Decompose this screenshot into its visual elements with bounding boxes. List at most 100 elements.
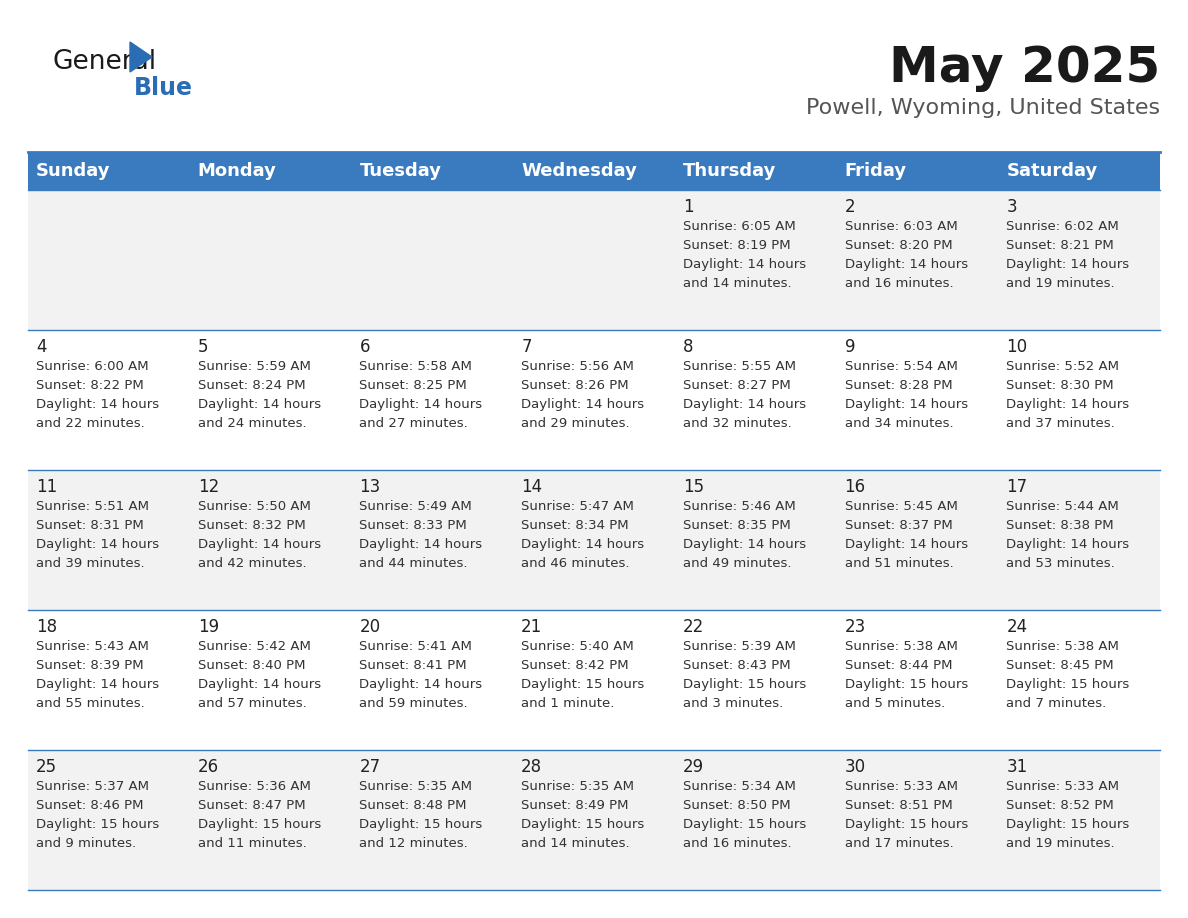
Text: Sunrise: 5:44 AM: Sunrise: 5:44 AM xyxy=(1006,500,1119,513)
Bar xyxy=(675,750,836,890)
Text: 13: 13 xyxy=(360,478,380,496)
Text: Sunrise: 5:45 AM: Sunrise: 5:45 AM xyxy=(845,500,958,513)
Text: 27: 27 xyxy=(360,758,380,776)
Bar xyxy=(29,750,190,890)
Text: Sunrise: 5:37 AM: Sunrise: 5:37 AM xyxy=(36,780,148,793)
Text: Sunrise: 5:39 AM: Sunrise: 5:39 AM xyxy=(683,640,796,653)
Text: and 49 minutes.: and 49 minutes. xyxy=(683,557,791,570)
Text: Daylight: 15 hours: Daylight: 15 hours xyxy=(845,818,968,831)
Text: and 9 minutes.: and 9 minutes. xyxy=(36,837,137,850)
Text: and 19 minutes.: and 19 minutes. xyxy=(1006,837,1114,850)
Text: Sunrise: 6:03 AM: Sunrise: 6:03 AM xyxy=(845,220,958,233)
Text: Sunrise: 5:36 AM: Sunrise: 5:36 AM xyxy=(197,780,310,793)
Text: Sunrise: 5:58 AM: Sunrise: 5:58 AM xyxy=(360,360,473,373)
Text: Sunrise: 5:52 AM: Sunrise: 5:52 AM xyxy=(1006,360,1119,373)
Text: Daylight: 14 hours: Daylight: 14 hours xyxy=(522,398,644,411)
Text: Sunset: 8:47 PM: Sunset: 8:47 PM xyxy=(197,799,305,812)
Text: Sunset: 8:24 PM: Sunset: 8:24 PM xyxy=(197,379,305,392)
Bar xyxy=(998,190,1159,330)
Text: Sunset: 8:21 PM: Sunset: 8:21 PM xyxy=(1006,239,1114,252)
Bar xyxy=(675,330,836,470)
Text: Daylight: 14 hours: Daylight: 14 hours xyxy=(1006,398,1130,411)
Text: Sunset: 8:25 PM: Sunset: 8:25 PM xyxy=(360,379,467,392)
Text: Sunset: 8:51 PM: Sunset: 8:51 PM xyxy=(845,799,953,812)
Text: Daylight: 14 hours: Daylight: 14 hours xyxy=(360,398,482,411)
Text: Daylight: 14 hours: Daylight: 14 hours xyxy=(1006,538,1130,551)
Text: Sunrise: 5:42 AM: Sunrise: 5:42 AM xyxy=(197,640,310,653)
Bar xyxy=(836,610,998,750)
Bar xyxy=(190,750,352,890)
Text: Wednesday: Wednesday xyxy=(522,162,637,180)
Text: 3: 3 xyxy=(1006,198,1017,216)
Text: Sunrise: 5:40 AM: Sunrise: 5:40 AM xyxy=(522,640,634,653)
Text: and 24 minutes.: and 24 minutes. xyxy=(197,417,307,430)
Text: and 59 minutes.: and 59 minutes. xyxy=(360,697,468,710)
Bar xyxy=(836,190,998,330)
Text: Daylight: 14 hours: Daylight: 14 hours xyxy=(36,538,159,551)
Text: Sunrise: 5:51 AM: Sunrise: 5:51 AM xyxy=(36,500,148,513)
Polygon shape xyxy=(129,42,152,72)
Text: Daylight: 14 hours: Daylight: 14 hours xyxy=(197,398,321,411)
Text: Sunset: 8:42 PM: Sunset: 8:42 PM xyxy=(522,659,628,672)
Text: Sunset: 8:41 PM: Sunset: 8:41 PM xyxy=(360,659,467,672)
Text: Sunset: 8:30 PM: Sunset: 8:30 PM xyxy=(1006,379,1114,392)
Text: Daylight: 15 hours: Daylight: 15 hours xyxy=(197,818,321,831)
Text: and 1 minute.: and 1 minute. xyxy=(522,697,614,710)
Text: Daylight: 14 hours: Daylight: 14 hours xyxy=(683,258,805,271)
Text: 16: 16 xyxy=(845,478,866,496)
Text: Daylight: 14 hours: Daylight: 14 hours xyxy=(1006,258,1130,271)
Bar xyxy=(190,470,352,610)
Bar xyxy=(29,610,190,750)
Text: Daylight: 14 hours: Daylight: 14 hours xyxy=(360,538,482,551)
Text: Daylight: 14 hours: Daylight: 14 hours xyxy=(845,258,968,271)
Text: Sunrise: 5:41 AM: Sunrise: 5:41 AM xyxy=(360,640,473,653)
Text: and 3 minutes.: and 3 minutes. xyxy=(683,697,783,710)
Bar xyxy=(29,190,190,330)
Text: and 22 minutes.: and 22 minutes. xyxy=(36,417,145,430)
Text: 23: 23 xyxy=(845,618,866,636)
Text: Daylight: 14 hours: Daylight: 14 hours xyxy=(36,398,159,411)
Text: Daylight: 14 hours: Daylight: 14 hours xyxy=(683,398,805,411)
Text: 9: 9 xyxy=(845,338,855,356)
Text: Sunset: 8:39 PM: Sunset: 8:39 PM xyxy=(36,659,144,672)
Text: and 57 minutes.: and 57 minutes. xyxy=(197,697,307,710)
Text: Sunset: 8:33 PM: Sunset: 8:33 PM xyxy=(360,519,467,532)
Text: Daylight: 14 hours: Daylight: 14 hours xyxy=(197,678,321,691)
Bar xyxy=(352,190,513,330)
Text: and 16 minutes.: and 16 minutes. xyxy=(845,277,953,290)
Text: and 44 minutes.: and 44 minutes. xyxy=(360,557,468,570)
Text: and 19 minutes.: and 19 minutes. xyxy=(1006,277,1114,290)
Text: 25: 25 xyxy=(36,758,57,776)
Text: Sunrise: 5:59 AM: Sunrise: 5:59 AM xyxy=(197,360,310,373)
Text: 5: 5 xyxy=(197,338,208,356)
Text: Sunset: 8:45 PM: Sunset: 8:45 PM xyxy=(1006,659,1114,672)
Text: and 12 minutes.: and 12 minutes. xyxy=(360,837,468,850)
Text: 10: 10 xyxy=(1006,338,1028,356)
Text: and 14 minutes.: and 14 minutes. xyxy=(522,837,630,850)
Text: and 7 minutes.: and 7 minutes. xyxy=(1006,697,1106,710)
Text: and 14 minutes.: and 14 minutes. xyxy=(683,277,791,290)
Text: Powell, Wyoming, United States: Powell, Wyoming, United States xyxy=(805,98,1159,118)
Text: 29: 29 xyxy=(683,758,704,776)
Text: and 37 minutes.: and 37 minutes. xyxy=(1006,417,1116,430)
Text: Sunset: 8:27 PM: Sunset: 8:27 PM xyxy=(683,379,790,392)
Text: and 27 minutes.: and 27 minutes. xyxy=(360,417,468,430)
Text: Sunrise: 5:33 AM: Sunrise: 5:33 AM xyxy=(845,780,958,793)
Text: Sunrise: 5:49 AM: Sunrise: 5:49 AM xyxy=(360,500,472,513)
Bar xyxy=(352,330,513,470)
Bar xyxy=(190,330,352,470)
Bar xyxy=(675,610,836,750)
Bar xyxy=(513,190,675,330)
Text: Sunrise: 5:34 AM: Sunrise: 5:34 AM xyxy=(683,780,796,793)
Text: Thursday: Thursday xyxy=(683,162,776,180)
Text: Daylight: 15 hours: Daylight: 15 hours xyxy=(683,678,807,691)
Text: 19: 19 xyxy=(197,618,219,636)
Text: and 46 minutes.: and 46 minutes. xyxy=(522,557,630,570)
Text: Sunday: Sunday xyxy=(36,162,110,180)
Text: and 53 minutes.: and 53 minutes. xyxy=(1006,557,1116,570)
Text: Daylight: 14 hours: Daylight: 14 hours xyxy=(845,398,968,411)
Text: 22: 22 xyxy=(683,618,704,636)
Text: Daylight: 14 hours: Daylight: 14 hours xyxy=(845,538,968,551)
Text: Daylight: 15 hours: Daylight: 15 hours xyxy=(683,818,807,831)
Bar xyxy=(190,190,352,330)
